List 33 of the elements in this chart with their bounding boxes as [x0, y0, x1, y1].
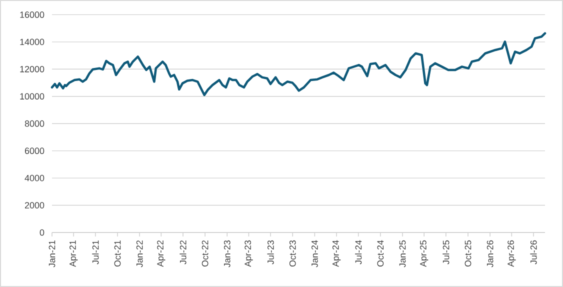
y-tick-label: 14000 — [20, 38, 44, 46]
x-tick-label: Jan-24 — [312, 240, 318, 268]
x-tick-label: Oct-25 — [464, 240, 472, 267]
y-tick-label: 0 — [40, 229, 44, 236]
x-tick-label: Oct-22 — [202, 240, 208, 267]
y-tick-label: 6000 — [24, 148, 44, 154]
x-tick-label: Jul-26 — [530, 240, 537, 264]
y-tick-label: 8000 — [24, 120, 44, 127]
x-tick-label: Apr-22 — [157, 240, 166, 267]
x-tick-label: Jan-22 — [136, 240, 143, 268]
x-tick-label: Jul-21 — [92, 240, 99, 264]
x-tick-label: Jul-25 — [442, 240, 450, 264]
x-tick-label: Jan-25 — [399, 240, 406, 268]
x-tick-label: Jan-21 — [48, 240, 56, 268]
x-tick-label: Jan-23 — [224, 240, 230, 268]
y-tick-label: 4000 — [24, 174, 44, 182]
x-tick-label: Jul-22 — [180, 240, 186, 264]
line-series — [50, 32, 546, 96]
x-tick-label: Apr-24 — [332, 240, 341, 267]
x-tick-label: Oct-23 — [289, 240, 296, 267]
y-tick-label: 16000 — [20, 12, 44, 18]
x-tick-label: Jul-23 — [267, 240, 274, 264]
x-tick-label: Apr-26 — [508, 240, 516, 267]
x-tick-label: Jul-24 — [355, 240, 362, 264]
x-tick-label: Jan-26 — [486, 240, 494, 268]
x-tick-label: Oct-24 — [377, 240, 384, 267]
y-tick-label: 2000 — [24, 202, 44, 208]
y-tick-label: 12000 — [20, 66, 44, 72]
x-tick-label: Apr-21 — [70, 240, 78, 267]
x-tick-label: Apr-25 — [420, 240, 428, 267]
y-tick-label: 10000 — [20, 93, 44, 100]
x-tick-label: Oct-21 — [114, 240, 121, 267]
x-tick-label: Apr-23 — [244, 240, 253, 267]
